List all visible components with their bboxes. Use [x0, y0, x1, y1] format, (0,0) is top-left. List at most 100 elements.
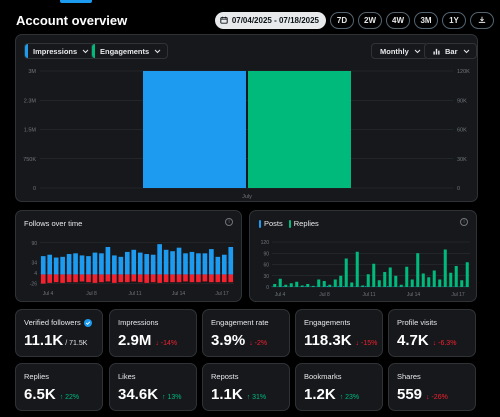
follows-bar [170, 251, 175, 275]
unfollows-bar [99, 274, 104, 283]
replies-bar [460, 280, 464, 287]
info-icon[interactable]: i [460, 218, 468, 226]
follows-bar [137, 252, 143, 275]
unfollows-bar [157, 274, 162, 283]
date-range-button[interactable]: 07/04/2025 - 07/18/2025 [214, 11, 326, 29]
metric-label-text: Verified followers [24, 318, 81, 327]
x-tick: Jul 14 [407, 292, 421, 298]
unfollows-bar [176, 274, 182, 283]
y-tick: 4 [34, 271, 37, 277]
metric-card[interactable]: Reposts 1.1K ↑ 31% [202, 363, 290, 411]
range-4w-button[interactable]: 4W [386, 11, 410, 29]
metric-label: Replies [24, 372, 49, 381]
chart-type-dropdown[interactable]: Bar [424, 43, 477, 59]
metric-delta: ↓ -14% [155, 340, 178, 347]
range-7d-button[interactable]: 7D [330, 11, 354, 29]
follows-bar [183, 253, 188, 275]
follows-bar [40, 256, 46, 275]
y-tick: 34 [31, 260, 37, 266]
verified-badge-icon [83, 318, 92, 327]
metric-value: 4.7K [397, 332, 429, 349]
replies-bar [322, 281, 326, 287]
follows-bar [196, 253, 201, 275]
metric-card[interactable]: Likes 34.6K ↑ 13% [109, 363, 197, 411]
follows-bar [150, 254, 156, 275]
metric-label-text: Engagements [304, 318, 351, 327]
follows-bar [144, 254, 150, 275]
metric-label-text: Bookmarks [304, 372, 342, 381]
download-button[interactable] [470, 11, 494, 29]
metric-card[interactable]: Verified followers 11.1K/ 71.5K [15, 309, 103, 357]
replies-bar [339, 275, 343, 287]
range-3m-button[interactable]: 3M [414, 11, 438, 29]
unfollows-bar [66, 274, 72, 283]
metric-value: 3.9% [211, 332, 246, 349]
unfollows-bar [137, 274, 143, 283]
replies-bar [333, 279, 337, 287]
metric-card[interactable]: Engagements 118.3K ↓ -15% [295, 309, 383, 357]
metric-label: Engagement rate [211, 318, 269, 327]
replies-bar [344, 258, 348, 287]
metric-card[interactable]: Shares 559 ↓ -26% [388, 363, 476, 411]
metric-card[interactable]: Bookmarks 1.2K ↑ 23% [295, 363, 383, 411]
y-tick: -26 [30, 282, 37, 288]
metric-delta: ↓ -2% [249, 340, 268, 347]
replies-bar [350, 282, 354, 287]
page-title: Account overview [16, 12, 128, 28]
chevron-down-icon [463, 49, 469, 53]
replies-bar [361, 285, 365, 287]
y-tick-left: 1.5M [24, 128, 37, 134]
date-controls: 07/04/2025 - 07/18/2025 7D 2W 4W 3M 1Y [214, 11, 494, 29]
replies-bar [465, 262, 469, 287]
follows-bar [215, 256, 221, 275]
y-tick-left: 0 [33, 186, 36, 192]
unfollows-bar [170, 274, 175, 283]
x-tick: Jul 4 [275, 292, 286, 298]
y-tick: 90 [31, 241, 37, 247]
metric-right-dropdown[interactable]: Engagements [91, 43, 169, 59]
engagements-bar [248, 71, 351, 188]
metric-value: 6.5K [24, 386, 56, 403]
metric-card[interactable]: Replies 6.5K ↑ 22% [15, 363, 103, 411]
x-tick: Jul 8 [319, 292, 330, 298]
posts-bar [326, 285, 328, 287]
posts-bar [364, 286, 367, 287]
follows-card: Follows over time i 90 34 4 -26 Jul 4 Jul 8 Ju… [15, 210, 242, 302]
follows-bar [176, 247, 182, 275]
follows-bar [228, 246, 234, 275]
metric-label: Impressions [118, 318, 158, 327]
replies-bar [355, 251, 359, 287]
metric-card[interactable]: Impressions 2.9M ↓ -14% [109, 309, 197, 357]
x-tick: July [242, 194, 252, 200]
metric-delta: ↑ 13% [162, 394, 182, 401]
replies-bar [383, 272, 387, 287]
x-tick: Jul 17 [215, 291, 229, 297]
replies-bar [300, 285, 304, 287]
replies-bar [399, 284, 403, 287]
replies-bar [366, 274, 370, 287]
range-1y-button[interactable]: 1Y [442, 11, 466, 29]
metric-label: Profile visits [397, 318, 437, 327]
unfollows-bar [105, 274, 111, 282]
follows-bar [60, 256, 65, 275]
replies-bar [311, 285, 315, 287]
interval-dropdown[interactable]: Monthly [371, 43, 428, 59]
legend-replies: Replies [288, 219, 319, 228]
metric-card[interactable]: Engagement rate 3.9% ↓ -2% [202, 309, 290, 357]
metric-card[interactable]: Profile visits 4.7K ↓ -6.3% [388, 309, 476, 357]
unfollows-bar [150, 274, 156, 283]
unfollows-bar [92, 274, 98, 283]
chevron-down-icon [414, 49, 421, 53]
x-tick: Jul 11 [363, 292, 376, 298]
range-2w-button[interactable]: 2W [358, 11, 382, 29]
replies-swatch [288, 219, 291, 228]
metric-label: Verified followers [24, 318, 92, 327]
follows-bar [157, 244, 162, 275]
interval-label: Monthly [380, 46, 409, 56]
y-tick-right: 90K [457, 98, 467, 104]
info-icon[interactable]: i [225, 218, 233, 226]
metric-label-text: Profile visits [397, 318, 438, 327]
y-tick: 30 [263, 274, 269, 280]
metric-label: Likes [118, 372, 136, 381]
metric-label: Engagements [304, 318, 350, 327]
